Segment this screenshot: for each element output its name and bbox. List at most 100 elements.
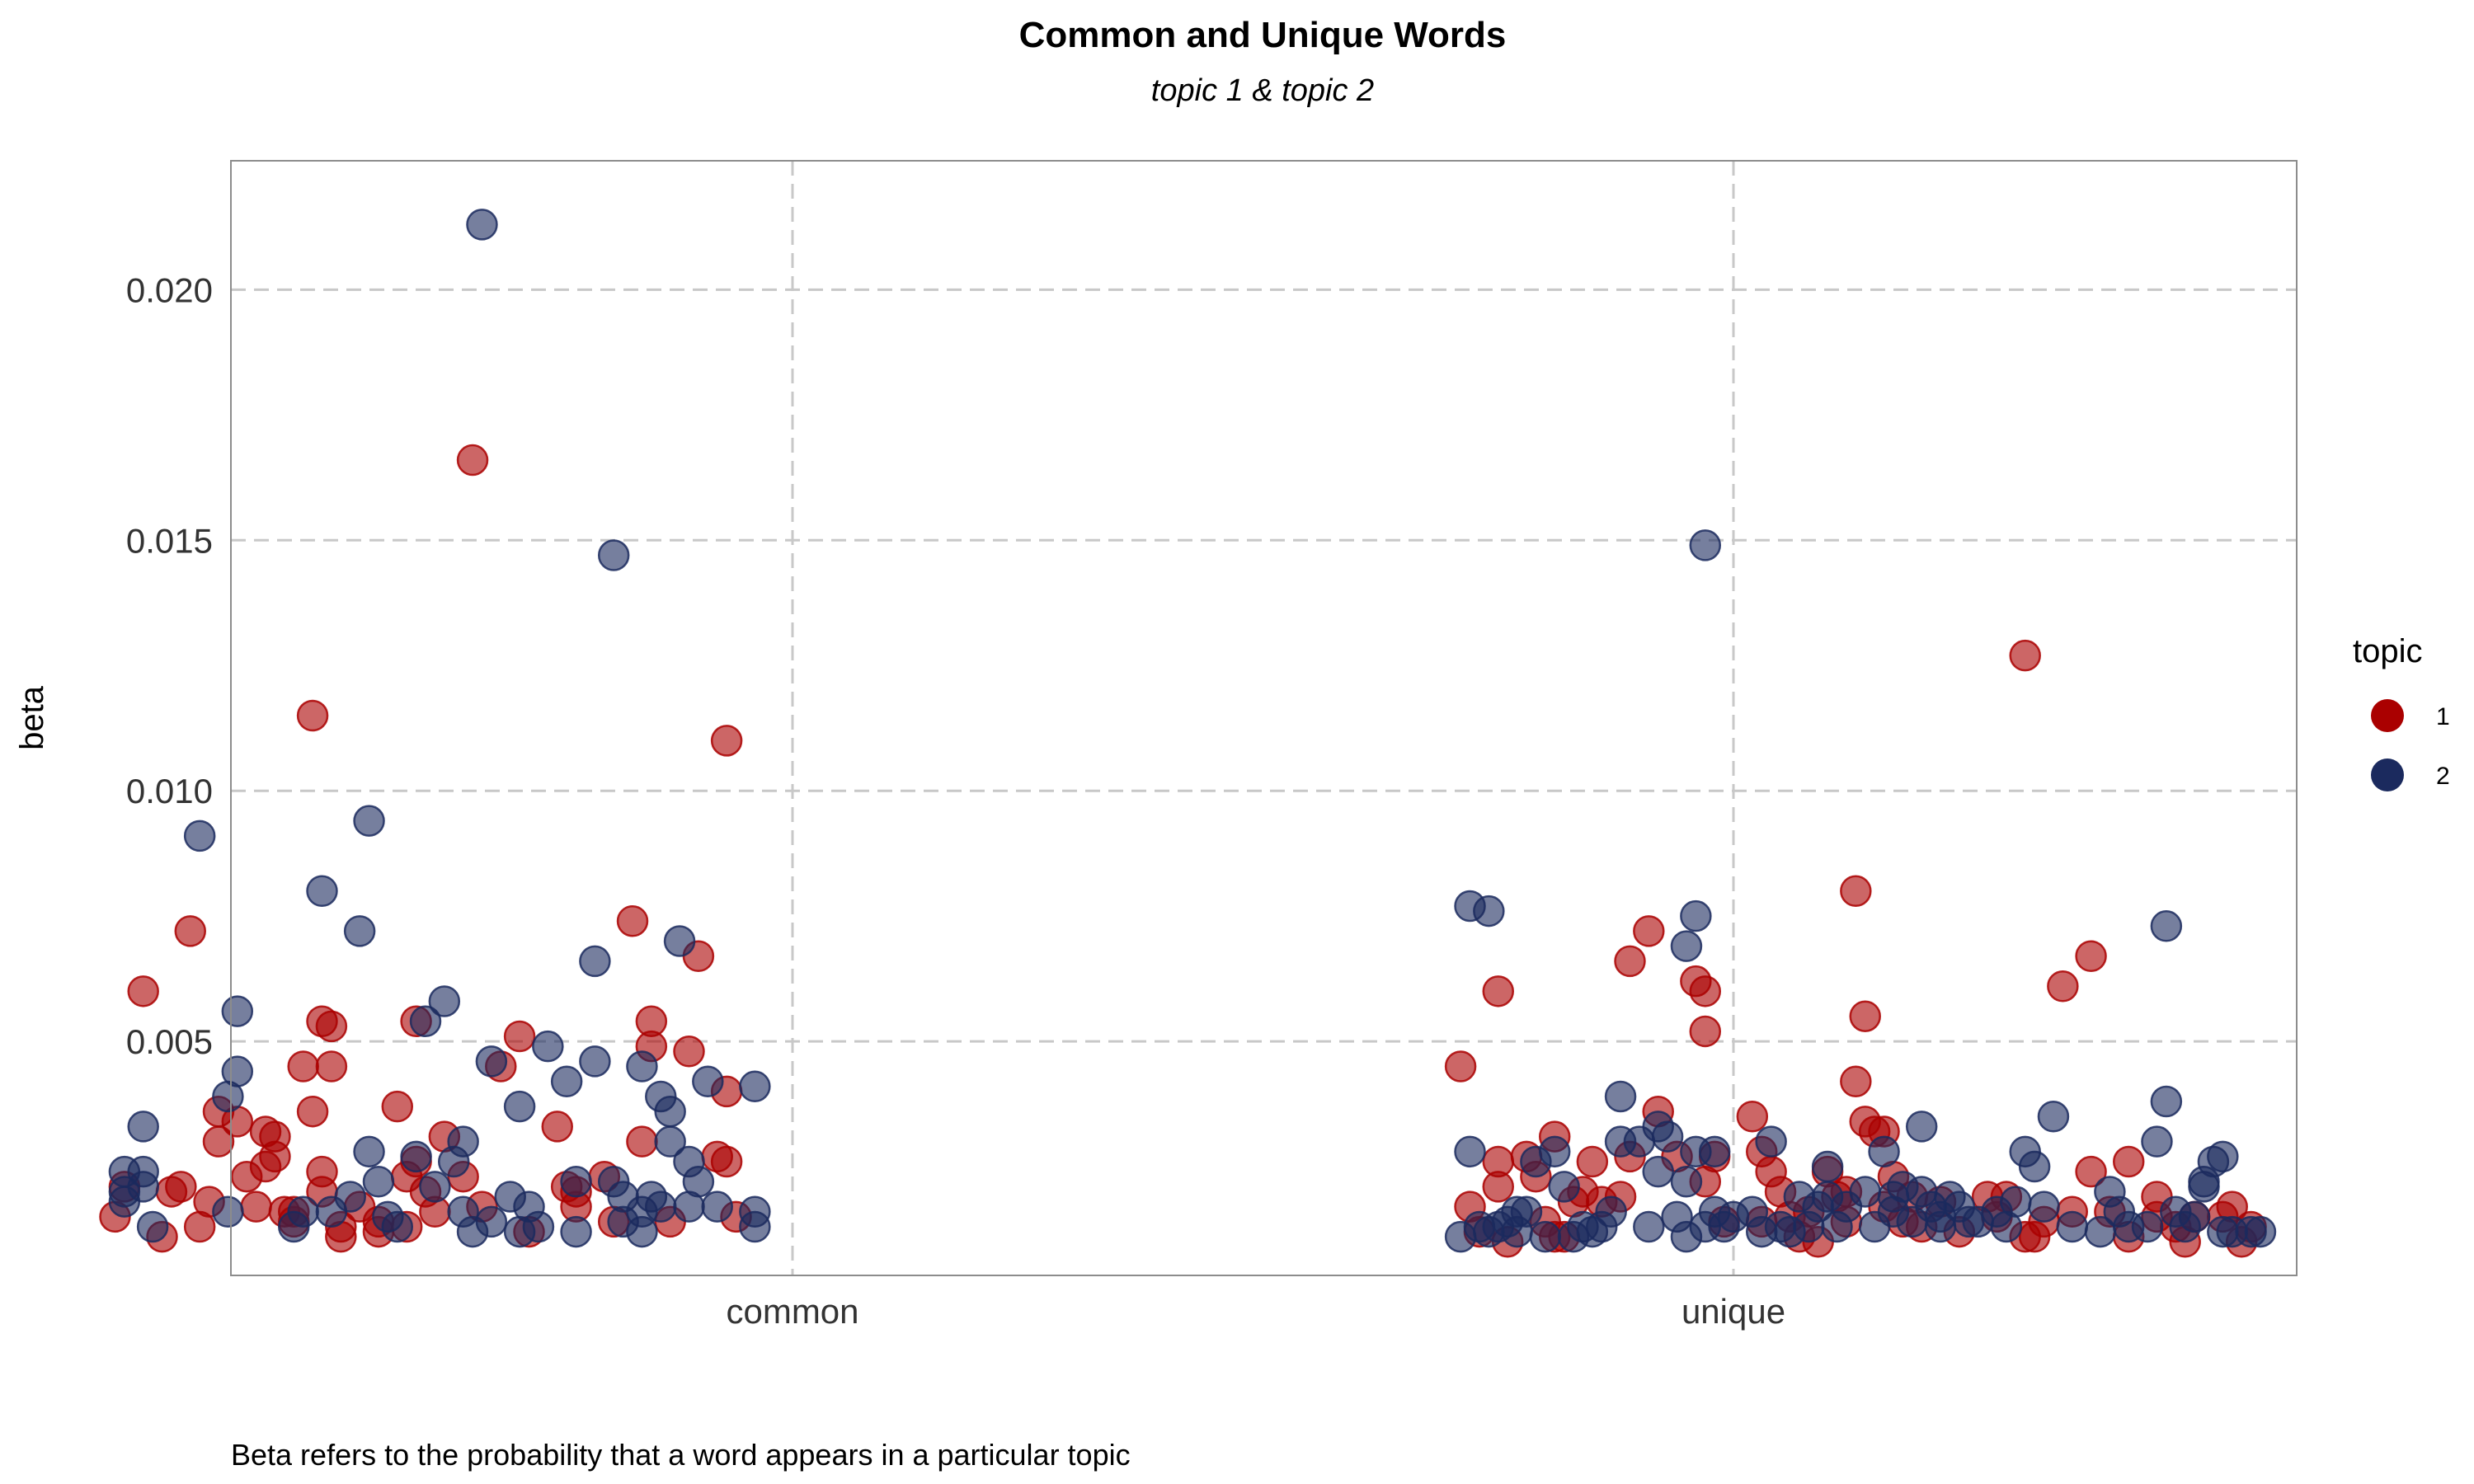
data-point-topic-2 bbox=[1868, 1135, 1900, 1168]
data-point-topic-2 bbox=[428, 985, 461, 1017]
data-point-topic-1 bbox=[315, 1010, 348, 1043]
data-point-topic-2 bbox=[343, 915, 376, 947]
data-point-topic-2 bbox=[353, 805, 385, 837]
data-point-topic-2 bbox=[522, 1210, 555, 1243]
data-point-topic-1 bbox=[1689, 975, 1722, 1007]
plot-panel bbox=[230, 160, 2298, 1276]
data-point-topic-2 bbox=[2131, 1210, 2164, 1243]
data-point-topic-2 bbox=[362, 1166, 395, 1198]
data-point-topic-2 bbox=[447, 1125, 479, 1158]
data-point-topic-1 bbox=[616, 904, 649, 937]
data-point-topic-1 bbox=[2075, 940, 2107, 973]
data-point-topic-2 bbox=[1651, 1120, 1684, 1153]
legend-key-topic-2 bbox=[2371, 758, 2404, 791]
data-point-topic-2 bbox=[692, 1065, 724, 1097]
y-tick-label: 0.005 bbox=[126, 1022, 213, 1061]
data-point-topic-1 bbox=[259, 1140, 291, 1173]
data-point-topic-2 bbox=[701, 1190, 733, 1223]
data-point-topic-2 bbox=[1642, 1155, 1674, 1188]
data-point-topic-1 bbox=[2075, 1155, 2107, 1188]
data-point-topic-2 bbox=[212, 1195, 244, 1228]
data-point-topic-2 bbox=[2037, 1101, 2070, 1133]
y-axis-ticks: 0.005 0.010 0.015 0.020 bbox=[126, 270, 213, 1061]
y-tick-label: 0.020 bbox=[126, 270, 213, 309]
data-point-topic-2 bbox=[353, 1135, 385, 1168]
data-point-topic-1 bbox=[673, 1036, 705, 1068]
y-axis-title: beta bbox=[14, 685, 50, 750]
data-point-topic-2 bbox=[560, 1215, 592, 1248]
data-point-topic-2 bbox=[626, 1215, 658, 1248]
data-point-topic-2 bbox=[1595, 1195, 1627, 1228]
data-point-topic-2 bbox=[1670, 1166, 1703, 1198]
grid-lines bbox=[231, 161, 2297, 1275]
data-point-topic-2 bbox=[2000, 1186, 2032, 1218]
data-point-topic-2 bbox=[654, 1125, 686, 1158]
data-point-topic-1 bbox=[381, 1090, 414, 1123]
data-point-topic-1 bbox=[541, 1111, 573, 1143]
data-point-topic-1 bbox=[710, 725, 743, 757]
data-point-topic-1 bbox=[2112, 1145, 2145, 1178]
data-point-topic-1 bbox=[2009, 639, 2041, 672]
data-point-topic-2 bbox=[1633, 1210, 1665, 1243]
data-point-topic-2 bbox=[2150, 910, 2183, 942]
data-point-topic-1 bbox=[240, 1190, 272, 1223]
data-point-topic-2 bbox=[419, 1171, 451, 1203]
data-point-topic-2 bbox=[579, 945, 611, 978]
data-point-topic-2 bbox=[1604, 1080, 1637, 1113]
data-point-topic-2 bbox=[579, 1045, 611, 1078]
data-point-topic-1 bbox=[1576, 1145, 1609, 1178]
data-point-topic-2 bbox=[287, 1195, 319, 1228]
data-point-topic-2 bbox=[1670, 930, 1703, 962]
data-point-topic-2 bbox=[1755, 1125, 1787, 1158]
legend-key-topic-1 bbox=[2371, 699, 2404, 732]
data-point-topic-2 bbox=[2178, 1200, 2211, 1233]
data-point-topic-2 bbox=[1849, 1176, 1881, 1208]
data-point-topic-2 bbox=[2028, 1190, 2060, 1223]
data-point-topic-1 bbox=[1840, 1065, 1872, 1097]
data-point-topic-2 bbox=[2244, 1215, 2277, 1248]
data-point-topic-1 bbox=[315, 1050, 348, 1082]
data-point-topic-1 bbox=[1444, 1050, 1477, 1082]
data-point-topic-2 bbox=[2141, 1125, 2173, 1158]
data-point-topic-1 bbox=[626, 1125, 658, 1158]
chart-subtitle: topic 1 & topic 2 bbox=[1151, 73, 1374, 108]
data-point-topic-1 bbox=[1633, 915, 1665, 947]
data-point-topic-2 bbox=[221, 1055, 254, 1087]
data-point-topic-2 bbox=[739, 1210, 771, 1243]
data-point-topic-2 bbox=[466, 209, 498, 241]
data-point-topic-2 bbox=[2056, 1210, 2089, 1243]
data-point-topic-2 bbox=[739, 1070, 771, 1103]
data-point-topic-2 bbox=[1473, 895, 1505, 928]
data-point-topic-2 bbox=[654, 1095, 686, 1128]
legend: topic 1 2 bbox=[2353, 633, 2450, 791]
data-point-topic-1 bbox=[296, 699, 329, 732]
data-point-topic-1 bbox=[1689, 1015, 1722, 1048]
data-point-topic-2 bbox=[2018, 1150, 2051, 1183]
data-point-topic-2 bbox=[1689, 529, 1722, 561]
data-point-topic-2 bbox=[1698, 1135, 1731, 1168]
data-point-topic-2 bbox=[127, 1171, 159, 1203]
data-point-topic-2 bbox=[183, 819, 216, 852]
data-point-topic-2 bbox=[503, 1090, 536, 1123]
data-point-topic-2 bbox=[1548, 1171, 1580, 1203]
data-point-topic-2 bbox=[1454, 1135, 1486, 1168]
data-point-topic-2 bbox=[626, 1050, 658, 1082]
data-point-topic-2 bbox=[334, 1181, 366, 1213]
y-tick-label: 0.010 bbox=[126, 772, 213, 810]
data-point-topic-2 bbox=[645, 1190, 677, 1223]
data-point-topic-2 bbox=[475, 1205, 508, 1238]
data-point-topic-1 bbox=[174, 915, 207, 947]
data-point-topic-2 bbox=[409, 1005, 442, 1038]
data-point-topic-2 bbox=[1811, 1150, 1844, 1183]
data-point-topic-2 bbox=[597, 539, 630, 571]
data-point-topic-1 bbox=[165, 1171, 197, 1203]
data-point-topic-1 bbox=[456, 444, 489, 477]
data-point-topic-1 bbox=[1849, 1000, 1881, 1032]
chart-title: Common and Unique Words bbox=[1019, 15, 1507, 55]
data-point-topic-2 bbox=[1680, 899, 1712, 932]
data-point-topic-1 bbox=[710, 1145, 743, 1178]
data-point-topic-2 bbox=[2150, 1085, 2183, 1118]
data-point-topic-2 bbox=[550, 1065, 583, 1097]
data-point-topic-1 bbox=[503, 1020, 536, 1053]
chart-caption: Beta refers to the probability that a wo… bbox=[231, 1438, 1131, 1472]
